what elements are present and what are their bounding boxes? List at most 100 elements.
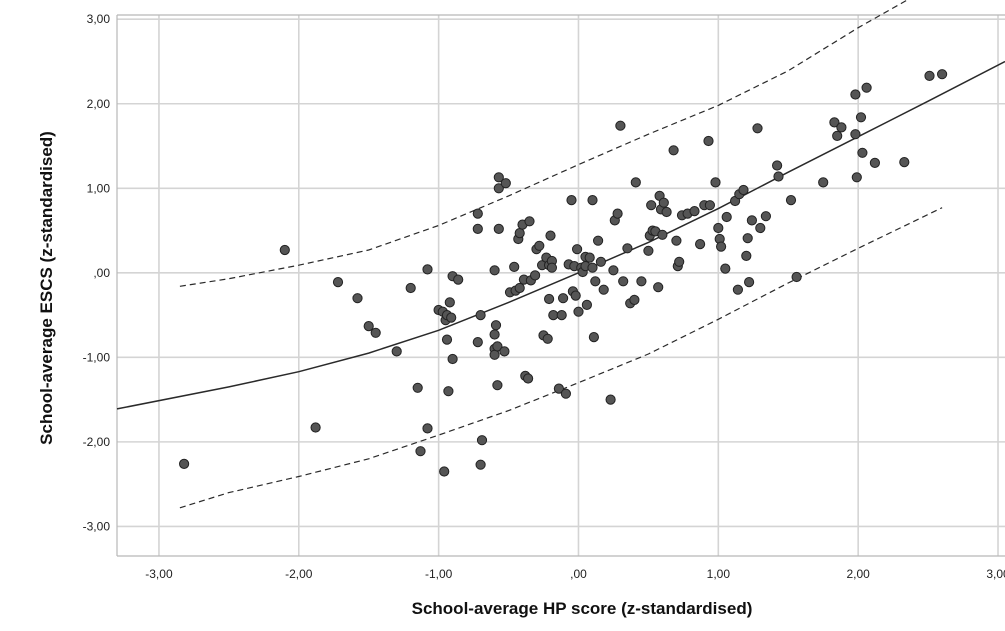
data-point-40 [493, 223, 504, 234]
data-point-0 [179, 458, 190, 469]
data-point-7 [391, 346, 402, 357]
data-point-28 [475, 310, 486, 321]
data-point-112 [658, 197, 669, 208]
data-point-138 [746, 215, 758, 226]
data-point-89 [593, 235, 604, 246]
fit-lines [116, 0, 1005, 509]
data-point-42 [500, 178, 511, 189]
data-point-120 [689, 206, 700, 217]
data-point-25 [472, 208, 483, 219]
data-point-86 [587, 195, 598, 206]
data-point-37 [492, 380, 503, 391]
data-point-97 [618, 276, 629, 287]
y-tick-labels: 3,00 2,00 1,00 ,00 -1,00 -2,00 -3,00 [83, 12, 111, 533]
data-point-102 [636, 276, 647, 287]
data-point-21 [446, 312, 457, 323]
y-tick-label-1: 2,00 [87, 97, 111, 111]
data-point-146 [818, 177, 829, 188]
data-point-96 [615, 120, 626, 131]
data-point-159 [937, 69, 948, 80]
data-point-32 [489, 329, 500, 340]
data-point-130 [721, 211, 732, 223]
data-point-93 [608, 265, 619, 276]
data-point-78 [573, 306, 584, 317]
data-point-20 [444, 297, 455, 308]
data-point-111 [657, 229, 668, 240]
y-tick-label-6: -3,00 [83, 519, 111, 533]
data-point-143 [773, 171, 784, 182]
x-tick-label-6: 3,00 [986, 567, 1005, 581]
data-point-148 [832, 130, 843, 141]
data-point-36 [492, 341, 503, 352]
data-point-134 [738, 184, 749, 196]
data-point-113 [661, 206, 672, 218]
data-point-87 [588, 332, 600, 343]
data-point-105 [646, 200, 657, 211]
data-point-124 [704, 200, 716, 211]
data-point-101 [630, 177, 641, 188]
data-point-153 [855, 112, 867, 123]
x-tick-label-1: -2,00 [285, 567, 313, 581]
data-point-154 [857, 147, 868, 158]
data-point-98 [622, 243, 633, 254]
data-point-156 [869, 157, 881, 168]
data-point-12 [422, 264, 433, 275]
data-point-129 [720, 263, 731, 274]
data-point-76 [570, 290, 581, 301]
data-point-35 [490, 320, 502, 331]
data-point-92 [605, 394, 616, 405]
data-point-139 [752, 123, 763, 134]
data-point-141 [760, 211, 772, 222]
data-point-142 [772, 160, 783, 171]
data-point-26 [472, 223, 483, 234]
data-point-135 [741, 250, 752, 261]
data-point-140 [755, 222, 766, 234]
data-point-115 [671, 235, 682, 246]
data-point-114 [668, 145, 679, 156]
data-point-123 [703, 135, 714, 147]
data-point-125 [710, 177, 721, 188]
y-tick-label-4: -1,00 [83, 350, 111, 364]
data-point-38 [493, 172, 504, 183]
data-point-9 [412, 382, 423, 393]
data-point-117 [674, 256, 685, 267]
data-point-73 [566, 195, 577, 206]
data-point-5 [363, 321, 374, 332]
data-point-61 [542, 333, 553, 344]
data-point-29 [475, 459, 486, 470]
data-point-71 [560, 388, 572, 399]
data-point-1 [279, 244, 290, 256]
data-point-91 [598, 284, 609, 295]
data-point-126 [713, 222, 724, 234]
x-tick-labels: -3,00 -2,00 -1,00 ,00 1,00 2,00 3,00 [145, 567, 1005, 581]
data-point-24 [453, 274, 464, 285]
y-tick-label-3: ,00 [93, 266, 110, 280]
y-tick-label-2: 1,00 [87, 181, 111, 195]
data-point-31 [489, 265, 500, 276]
data-point-47 [514, 228, 525, 239]
data-point-69 [556, 310, 567, 321]
data-points [179, 69, 948, 477]
data-point-8 [405, 282, 416, 294]
data-point-100 [629, 294, 640, 305]
data-point-70 [558, 293, 569, 304]
data-point-157 [899, 157, 910, 168]
data-point-64 [545, 230, 556, 241]
confidence-bound-line-1 [179, 0, 909, 287]
data-point-41 [499, 346, 510, 357]
data-point-11 [422, 423, 433, 434]
data-point-121 [695, 239, 706, 250]
data-point-30 [476, 435, 488, 446]
data-point-3 [332, 277, 344, 288]
data-point-2 [310, 422, 321, 433]
data-point-128 [716, 241, 727, 252]
data-point-34 [489, 349, 500, 360]
y-axis-title: School-average ESCS (z-standardised) [37, 131, 56, 445]
x-tick-label-3: ,00 [570, 567, 587, 581]
data-point-149 [836, 122, 847, 133]
data-point-132 [732, 284, 744, 295]
data-point-57 [534, 240, 545, 251]
data-point-145 [791, 271, 802, 283]
data-point-53 [524, 216, 535, 227]
